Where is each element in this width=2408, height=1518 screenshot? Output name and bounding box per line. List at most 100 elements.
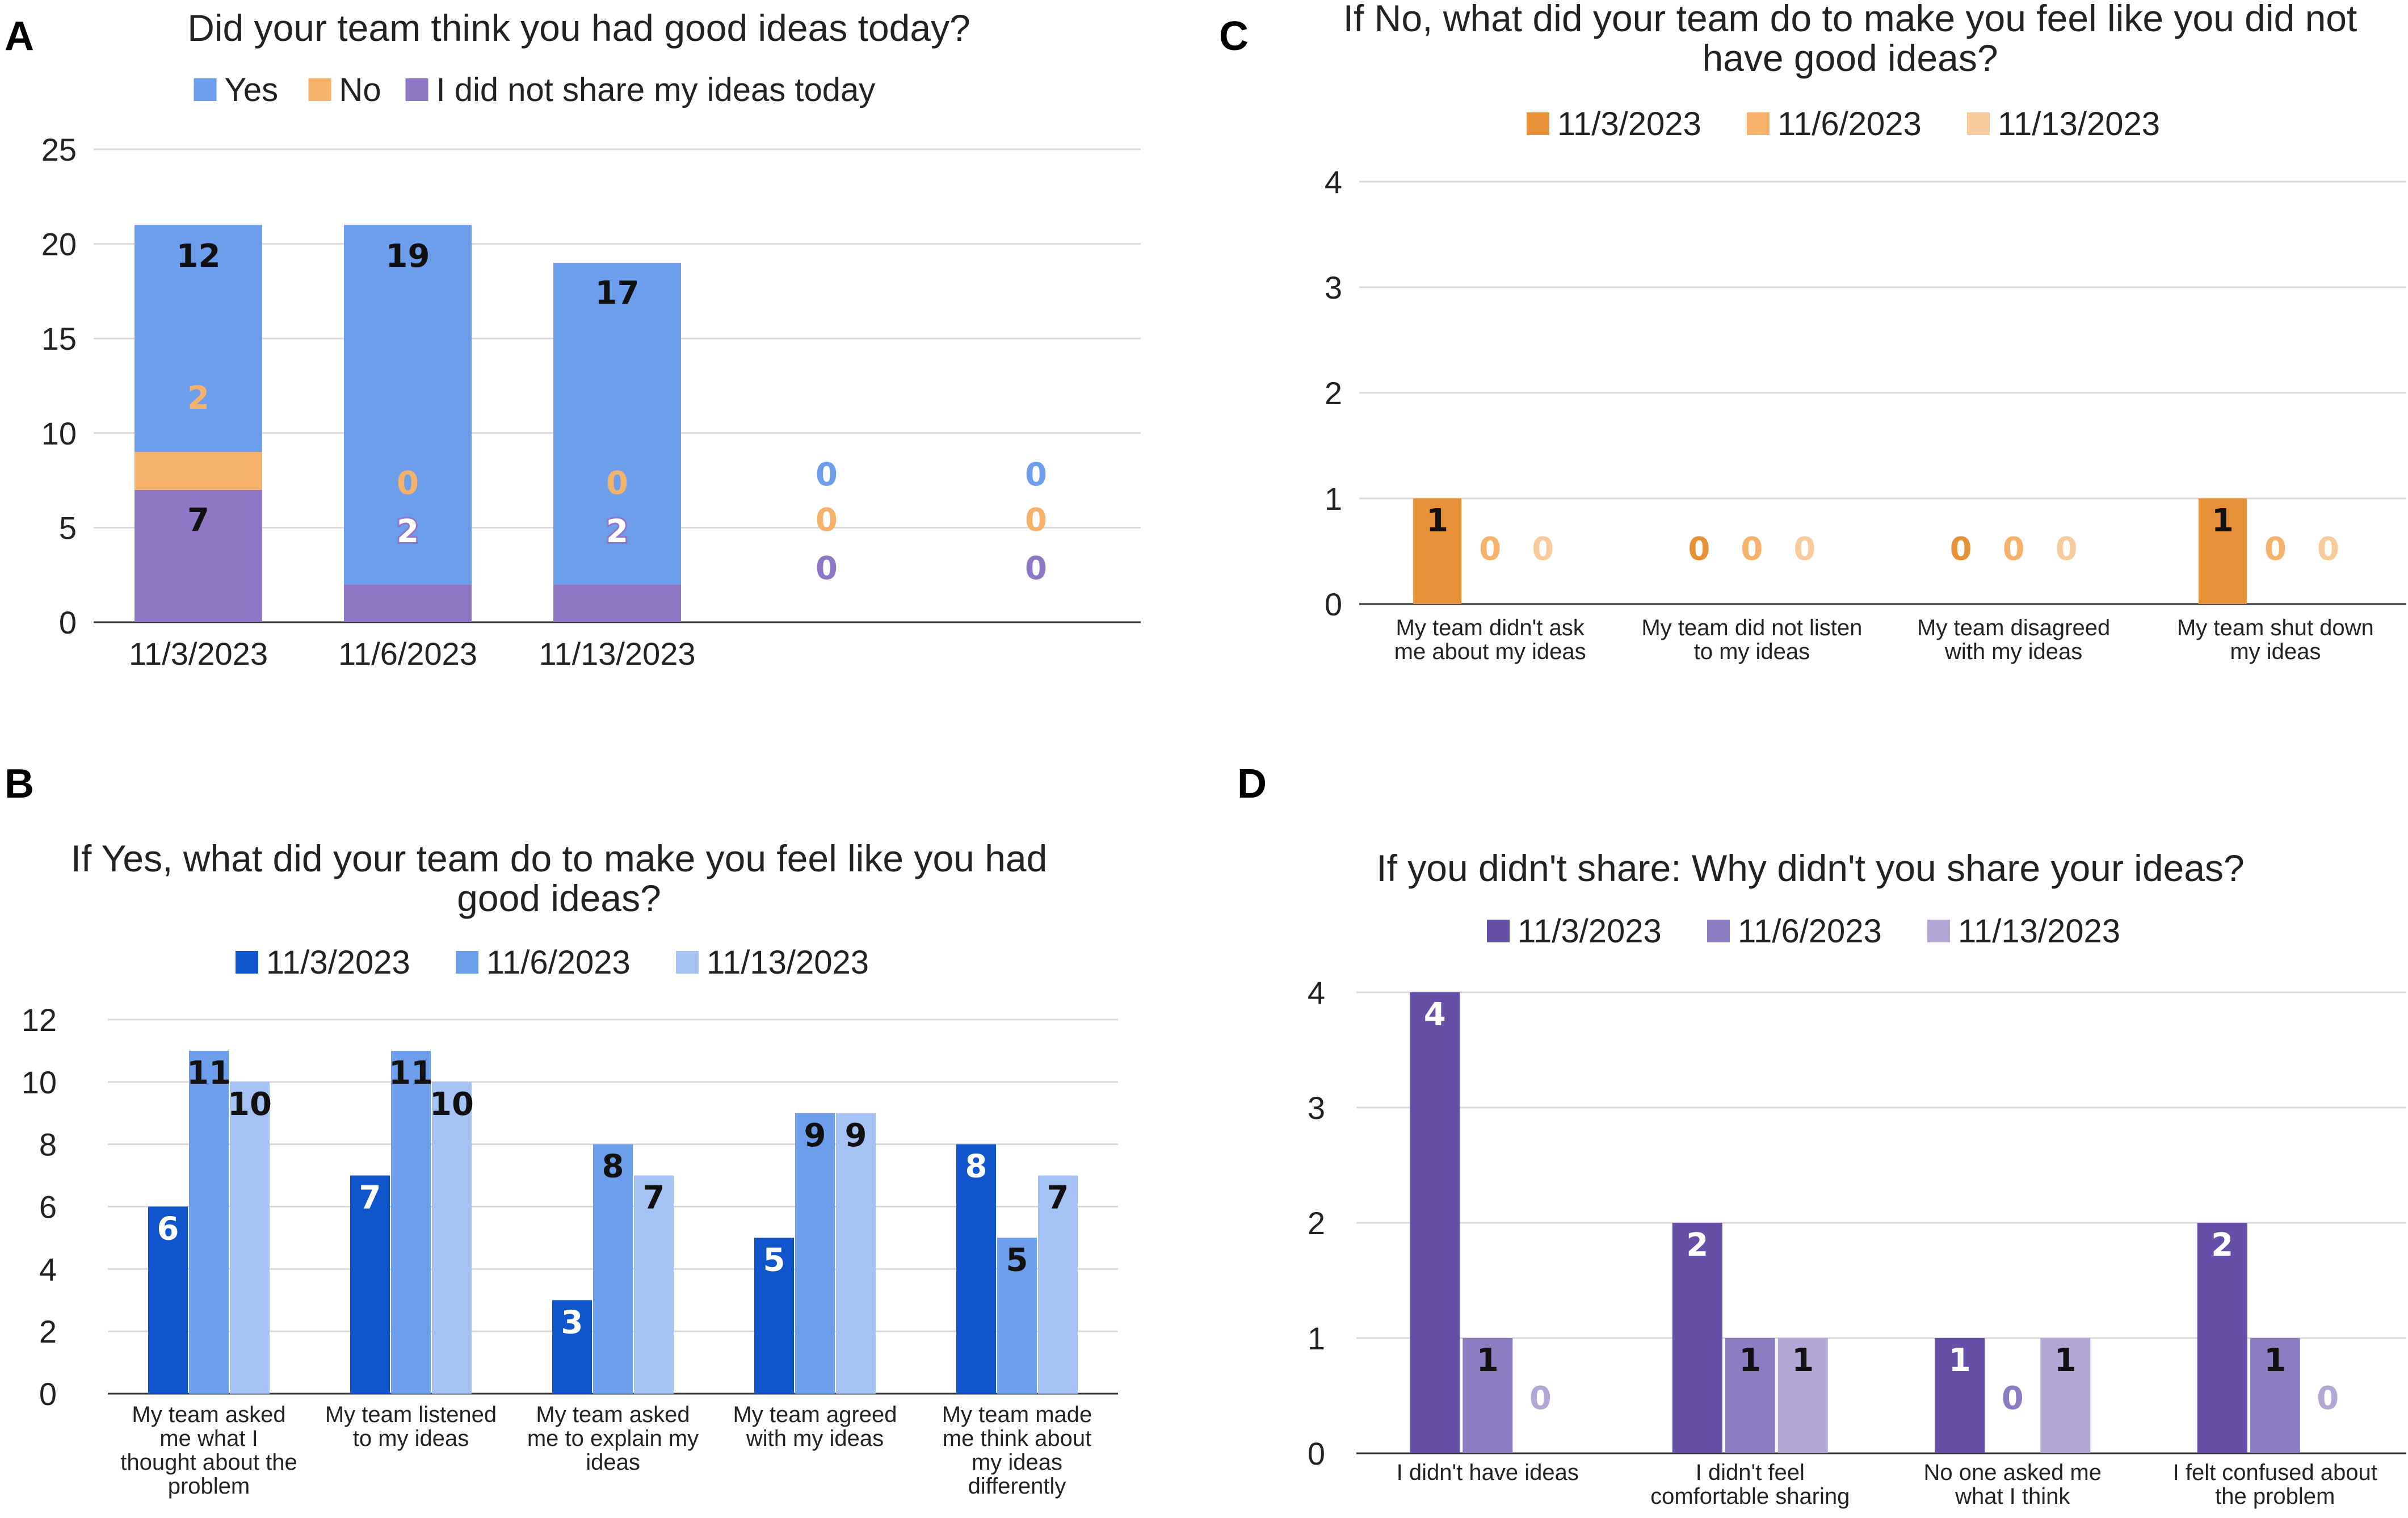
legend-label: 11/13/2023	[707, 944, 869, 981]
data-label: 0	[2317, 531, 2339, 568]
data-label: 0	[397, 465, 419, 502]
bar-11-6-2023	[795, 1113, 835, 1394]
y-tick-label: 0	[1308, 1436, 1325, 1471]
chart-B-legend: 11/3/2023 11/6/2023 11/13/2023	[236, 944, 869, 981]
panel-letter-b: B	[5, 761, 34, 807]
data-label: 1	[1477, 1342, 1499, 1379]
data-label: 0	[2264, 531, 2287, 568]
bar-11-6-2023	[593, 1144, 633, 1394]
data-label: 0	[1025, 550, 1047, 587]
chart-D-title: If you didn't share: Why didn't you shar…	[1376, 847, 2244, 889]
chart-C-legend: 11/3/2023 11/6/2023 11/13/2023	[1527, 106, 2160, 142]
data-label: 8	[965, 1148, 987, 1185]
bar-11-6-2023	[2250, 1338, 2300, 1453]
chart-B-title: If Yes, what did your team do to make yo…	[71, 837, 1048, 919]
legend-label: 11/3/2023	[1557, 106, 1701, 142]
legend-swatch	[236, 951, 258, 974]
bar-11-13-2023	[1038, 1175, 1078, 1394]
x-tick-label: 11/6/2023	[338, 636, 477, 672]
data-label: 11	[187, 1055, 231, 1092]
y-tick-label: 1	[1308, 1320, 1325, 1356]
data-label: 5	[763, 1242, 785, 1278]
x-tick-label: My team asked me to explain my ideas	[527, 1402, 699, 1475]
data-label: 0	[2317, 1380, 2339, 1417]
data-label: 1	[2212, 502, 2234, 539]
data-label: 2	[397, 513, 419, 550]
y-tick-label: 0	[1325, 586, 1342, 622]
data-label: 8	[602, 1148, 624, 1185]
data-label: 11	[389, 1055, 433, 1092]
bar-11-3-2023	[1413, 498, 1462, 604]
data-label: 5	[1006, 1242, 1028, 1278]
x-tick-label: I didn't have ideas	[1397, 1460, 1579, 1485]
bar-11-13-2023	[230, 1081, 270, 1394]
data-label: 7	[643, 1180, 665, 1217]
legend-swatch	[1967, 112, 1990, 135]
legend-label: 11/3/2023	[266, 944, 410, 981]
x-tick-label: No one asked me what I think	[1923, 1460, 2102, 1509]
x-tick-label: 11/3/2023	[129, 636, 268, 672]
data-label: 17	[595, 275, 640, 312]
data-label: 7	[359, 1180, 381, 1217]
legend-label: 11/13/2023	[1958, 913, 2120, 950]
x-tick-label: My team didn't ask me about my ideas	[1394, 615, 1586, 664]
bar-11-3-2023	[956, 1144, 996, 1394]
y-tick-label: 4	[1325, 164, 1342, 200]
legend-swatch	[308, 78, 331, 101]
legend-swatch	[194, 78, 217, 101]
data-label: 1	[1739, 1342, 1761, 1379]
bar-11-3-2023	[2197, 1223, 2247, 1453]
legend-swatch	[1487, 920, 1510, 942]
data-label: 0	[2003, 531, 2025, 568]
bar-11-3-2023	[350, 1175, 390, 1394]
data-label: 0	[1025, 502, 1047, 539]
y-tick-label: 2	[1325, 375, 1342, 411]
data-label: 0	[1479, 531, 1501, 568]
y-tick-label: 2	[39, 1314, 57, 1349]
bar-i-did-not-share-my-ideas-today	[135, 489, 262, 622]
chart-A-legend: Yes No I did not share my ideas today	[194, 72, 876, 108]
data-label: 1	[2054, 1342, 2077, 1379]
legend-label: 11/13/2023	[1998, 106, 2160, 142]
data-label: 9	[804, 1117, 826, 1154]
data-label: 0	[1741, 531, 1763, 568]
legend-swatch	[1747, 112, 1770, 135]
x-tick-label: My team shut down my ideas	[2177, 615, 2374, 664]
data-label: 1	[1426, 502, 1448, 539]
data-label: 2	[606, 513, 628, 550]
data-label: 10	[430, 1086, 474, 1123]
y-tick-label: 3	[1308, 1090, 1325, 1126]
y-tick-label: 0	[39, 1376, 57, 1412]
y-tick-label: 20	[41, 227, 77, 262]
bar-11-13-2023	[2040, 1338, 2091, 1453]
bar-11-13-2023	[836, 1113, 876, 1394]
data-label: 10	[228, 1086, 272, 1123]
chart-d: If you didn't share: Why didn't you shar…	[1308, 847, 2406, 1509]
data-label: 0	[816, 502, 838, 539]
data-label: 1	[2264, 1342, 2286, 1379]
data-label: 2	[2211, 1227, 2233, 1264]
data-label: 0	[606, 465, 628, 502]
chart-a: Did your team think you had good ideas t…	[41, 7, 1141, 672]
chart-A-title: Did your team think you had good ideas t…	[187, 7, 970, 49]
bar-11-3-2023	[1935, 1338, 1985, 1453]
data-label: 0	[2002, 1380, 2024, 1417]
y-tick-label: 4	[1308, 975, 1325, 1010]
bar-11-6-2023	[997, 1238, 1037, 1394]
data-label: 4	[1424, 996, 1446, 1033]
y-tick-label: 12	[22, 1002, 57, 1038]
legend-label: 11/6/2023	[486, 944, 631, 981]
x-tick-label: My team listened to my ideas	[325, 1402, 497, 1451]
bar-11-3-2023	[2198, 498, 2247, 604]
bar-11-13-2023	[1777, 1338, 1828, 1453]
bar-11-3-2023	[1410, 992, 1460, 1453]
legend-swatch	[1707, 920, 1730, 942]
legend-label: I did not share my ideas today	[436, 72, 876, 108]
y-tick-label: 4	[39, 1251, 57, 1287]
legend-swatch	[676, 951, 699, 974]
data-label: 0	[816, 550, 838, 587]
bar-11-3-2023	[1672, 1223, 1722, 1453]
legend-label: 11/3/2023	[1518, 913, 1662, 950]
bar-yes	[344, 225, 472, 585]
